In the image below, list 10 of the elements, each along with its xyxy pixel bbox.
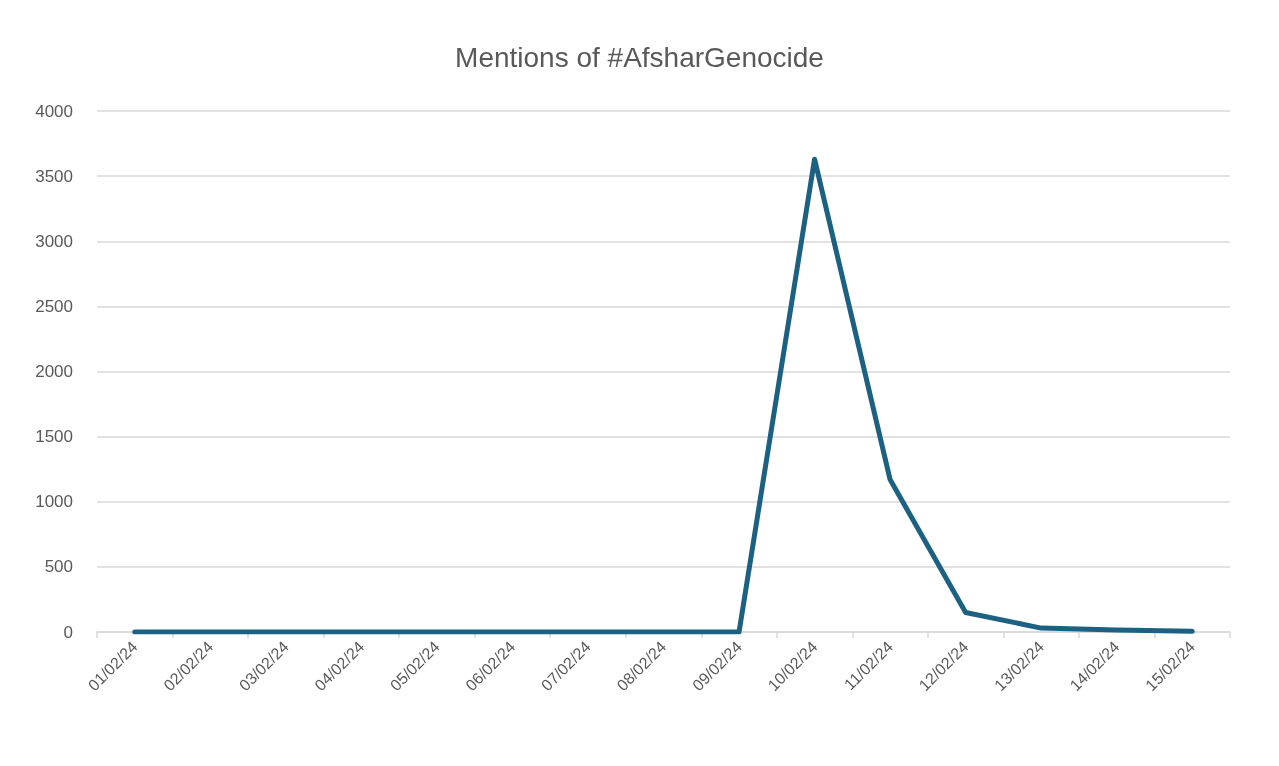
y-tick-label: 2000	[35, 362, 73, 381]
chart-title: Mentions of #AfsharGenocide	[455, 41, 824, 73]
y-tick-label: 1500	[35, 427, 73, 447]
y-tick-label: 0	[63, 622, 73, 642]
y-tick-label: 1000	[35, 492, 73, 512]
y-tick-label: 500	[44, 557, 73, 577]
y-tick-label: 3000	[35, 231, 73, 251]
y-tick-label: 2500	[35, 296, 73, 316]
y-tick-label: 3500	[35, 166, 73, 186]
y-tick-label: 4000	[35, 101, 73, 121]
